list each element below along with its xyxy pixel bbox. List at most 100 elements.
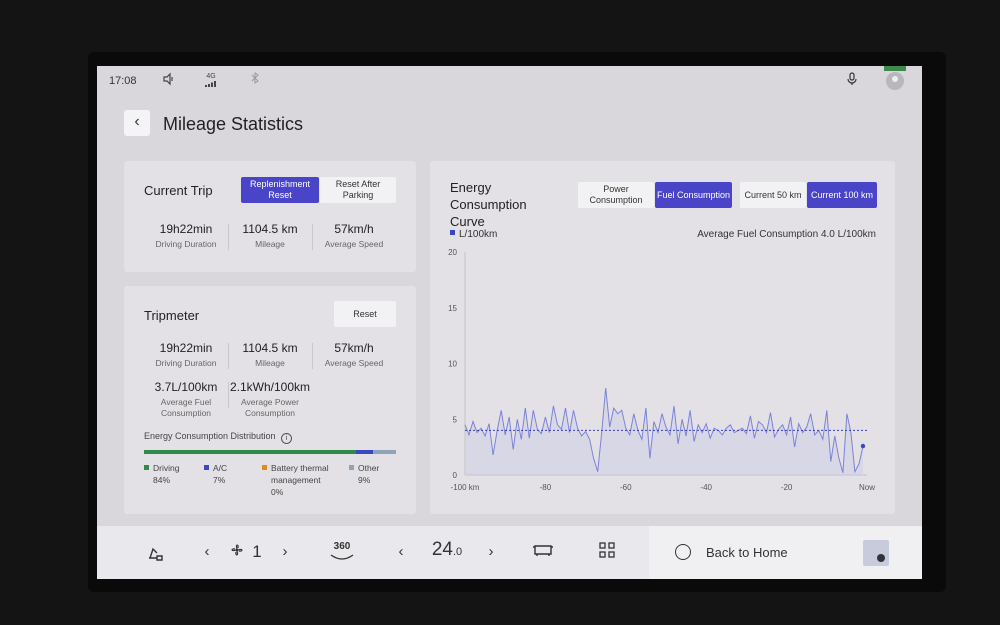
divider: [312, 343, 313, 369]
fuel-consumption-chart: L/100km Average Fuel Consumption 4.0 L/10…: [448, 229, 876, 492]
x-tick-label: -40: [700, 483, 712, 492]
legend-percent: 9%: [358, 475, 371, 485]
apps-grid-icon[interactable]: [597, 542, 617, 564]
chart-annotation: Average Fuel Consumption 4.0 L/100km: [697, 229, 876, 240]
current-trip-card: Current Trip Replenishment Reset Reset A…: [124, 161, 416, 272]
temperature-display: 24.0: [425, 540, 469, 562]
info-icon[interactable]: i: [281, 433, 293, 444]
divider: [228, 382, 229, 408]
tripmeter-title: Tripmeter: [144, 308, 200, 323]
stat-driving-duration: 19h22min Driving Duration: [141, 222, 231, 250]
legend-battery-thermal: Battery thermal management 0%: [262, 462, 342, 498]
microphone-icon[interactable]: [844, 72, 860, 88]
temperature-decimal: .0: [452, 546, 463, 558]
page-title: Mileage Statistics: [163, 114, 304, 134]
divider: [228, 343, 229, 369]
home-circle-icon: [675, 544, 691, 560]
distribution-title-text: Energy Consumption Distribution: [144, 431, 276, 441]
temp-increase-button[interactable]: ›: [488, 543, 494, 560]
legend-percent: 7%: [213, 475, 226, 485]
stat-label: Average Speed: [324, 239, 384, 249]
stat-value: 1104.5 km: [242, 222, 298, 236]
stat-value: 2.1kWh/100km: [229, 380, 311, 394]
view-360-button[interactable]: 360: [325, 542, 359, 561]
distribution-title: Energy Consumption Distribution i: [144, 431, 293, 444]
stat-label: Average Power Consumption: [241, 397, 299, 418]
network-label: 4G: [206, 73, 216, 80]
reset-after-parking-button[interactable]: Reset After Parking: [320, 177, 396, 203]
stat-label: Mileage: [255, 358, 285, 368]
stat-mileage: 1104.5 km Mileage: [225, 222, 315, 250]
car-icon[interactable]: [531, 542, 555, 564]
view-360-label: 360: [333, 541, 351, 552]
bottom-control-bar: ‹ 1 › 360 ‹ 24.0 › Back to Home: [97, 526, 922, 579]
stat-average-fuel-consumption: 3.7L/100km Average Fuel Consumption: [141, 380, 231, 419]
stat-label: Driving Duration: [155, 239, 217, 249]
stat-average-power-consumption: 2.1kWh/100km Average Power Consumption: [225, 380, 315, 419]
stat-value: 19h22min: [159, 222, 213, 236]
fan-icon: [227, 542, 247, 564]
seat-lock-icon[interactable]: [143, 542, 167, 568]
y-tick-label: 5: [453, 415, 458, 424]
stat-mileage: 1104.5 km Mileage: [225, 341, 315, 369]
x-tick-label: -80: [540, 483, 552, 492]
stat-label: Mileage: [255, 239, 285, 249]
fan-level: 1: [252, 542, 262, 561]
replenishment-reset-button[interactable]: Replenishment Reset: [241, 177, 319, 203]
y-tick-label: 15: [448, 304, 457, 313]
back-to-home-button[interactable]: Back to Home: [649, 526, 922, 579]
current-50km-button[interactable]: Current 50 km: [740, 182, 806, 208]
volume-icon[interactable]: [161, 72, 177, 88]
legend-name: Battery thermal management: [271, 463, 329, 485]
distribution-segment-1: [355, 450, 374, 454]
status-bar: 17:08 4G: [97, 66, 922, 96]
legend-ac: A/C 7%: [204, 462, 227, 486]
stat-value: 57km/h: [334, 341, 374, 355]
temp-decrease-button[interactable]: ‹: [398, 543, 404, 560]
divider: [228, 224, 229, 250]
current-trip-title: Current Trip: [144, 183, 213, 198]
bluetooth-icon: [247, 72, 263, 88]
back-button[interactable]: ‹: [124, 110, 150, 136]
legend-other: Other 9%: [349, 462, 379, 486]
status-time: 17:08: [109, 75, 137, 87]
stat-value: 57km/h: [334, 222, 374, 236]
tripmeter-card: Tripmeter Reset 19h22min Driving Duratio…: [124, 286, 416, 514]
fan-increase-button[interactable]: ›: [282, 543, 288, 560]
chart-legend-label: L/100km: [459, 229, 497, 240]
chart-legend-swatch: [450, 230, 455, 235]
infotainment-screen: 17:08 4G ‹ Mileage Statistics Current Tr…: [97, 66, 922, 579]
divider: [312, 224, 313, 250]
legend-swatch: [144, 465, 149, 470]
x-tick-label: -100 km: [451, 483, 480, 492]
series-area: [465, 388, 863, 475]
distribution-segment-3: [373, 450, 396, 454]
app-thumbnail-icon[interactable]: [863, 540, 889, 566]
y-tick-label: 0: [453, 471, 458, 480]
stat-label: Average Fuel Consumption: [160, 397, 212, 418]
current-value-marker: [860, 443, 866, 449]
legend-driving: Driving 84%: [144, 462, 179, 486]
legend-name: Other: [358, 463, 380, 473]
series-line: [464, 387, 864, 474]
tripmeter-reset-button[interactable]: Reset: [334, 301, 396, 327]
avatar-icon[interactable]: [886, 72, 904, 90]
legend-swatch: [262, 465, 267, 470]
power-consumption-button[interactable]: Power Consumption: [578, 182, 654, 208]
stat-average-speed: 57km/h Average Speed: [309, 341, 399, 369]
chevron-left-icon: ‹: [134, 113, 140, 130]
fan-decrease-button[interactable]: ‹: [204, 543, 210, 560]
energy-curve-title: Energy Consumption Curve: [450, 180, 527, 229]
stat-driving-duration: 19h22min Driving Duration: [141, 341, 231, 369]
distribution-segment-0: [144, 450, 356, 454]
y-tick-label: 20: [448, 248, 457, 257]
temperature-value: 24: [431, 539, 453, 560]
legend-swatch: [349, 465, 354, 470]
stat-average-speed: 57km/h Average Speed: [309, 222, 399, 250]
fuel-consumption-button[interactable]: Fuel Consumption: [655, 182, 732, 208]
stat-value: 1104.5 km: [242, 341, 298, 355]
legend-swatch: [204, 465, 209, 470]
stat-value: 3.7L/100km: [154, 380, 218, 394]
energy-curve-card: Energy Consumption Curve Power Consumpti…: [430, 161, 895, 514]
current-100km-button[interactable]: Current 100 km: [807, 182, 877, 208]
